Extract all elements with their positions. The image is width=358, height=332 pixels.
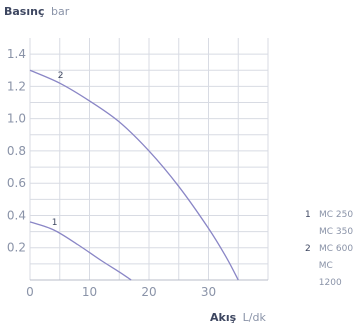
grid (29, 38, 269, 281)
x-axis-title: Akış L/dk (210, 311, 266, 324)
x-axis-title-main: Akış (210, 311, 237, 324)
legend-item: MC 350 (305, 224, 358, 241)
y-axis-title-main: Basınç (4, 5, 44, 18)
series-line-2 (29, 69, 239, 281)
legend: 1 MC 250 MC 350 2 MC 600 MC 1200 (305, 207, 358, 292)
y-tick-label: 0.8 (7, 144, 26, 158)
legend-item: 2 MC 600 (305, 241, 358, 258)
series-label-2: 2 (58, 71, 64, 81)
y-tick-label: 0.4 (7, 208, 26, 222)
legend-text: MC 350 (319, 227, 354, 237)
legend-number (305, 258, 319, 292)
y-tick-label: 0.6 (7, 176, 26, 190)
series-label-1: 1 (52, 218, 58, 228)
series-line-1 (29, 221, 132, 281)
ticks: 0 10 20 30 0.2 0.4 0.6 0.8 1.0 1.2 1.4 (7, 47, 216, 299)
curve-labels: 12 (52, 71, 64, 228)
x-tick-label: 10 (82, 285, 97, 299)
legend-text: MC 1200 (318, 261, 342, 288)
legend-number (305, 224, 319, 241)
curves (29, 69, 239, 281)
legend-item: 1 MC 250 (305, 207, 358, 224)
legend-text: MC 600 (319, 244, 354, 254)
y-axis-title: Basınç bar (4, 5, 70, 18)
x-tick-label: 30 (201, 285, 216, 299)
y-tick-label: 1.0 (7, 112, 26, 126)
y-tick-label: 1.2 (7, 79, 26, 93)
x-tick-label: 20 (141, 285, 156, 299)
y-tick-label: 0.2 (7, 241, 26, 255)
y-tick-label: 1.4 (7, 47, 26, 61)
legend-item: MC 1200 (305, 258, 358, 292)
legend-number: 1 (305, 210, 311, 220)
legend-text: MC 250 (319, 210, 354, 220)
x-axis-title-unit: L/dk (243, 311, 267, 324)
y-axis-title-unit: bar (51, 5, 70, 18)
x-tick-label: 0 (26, 285, 34, 299)
legend-number: 2 (305, 244, 311, 254)
